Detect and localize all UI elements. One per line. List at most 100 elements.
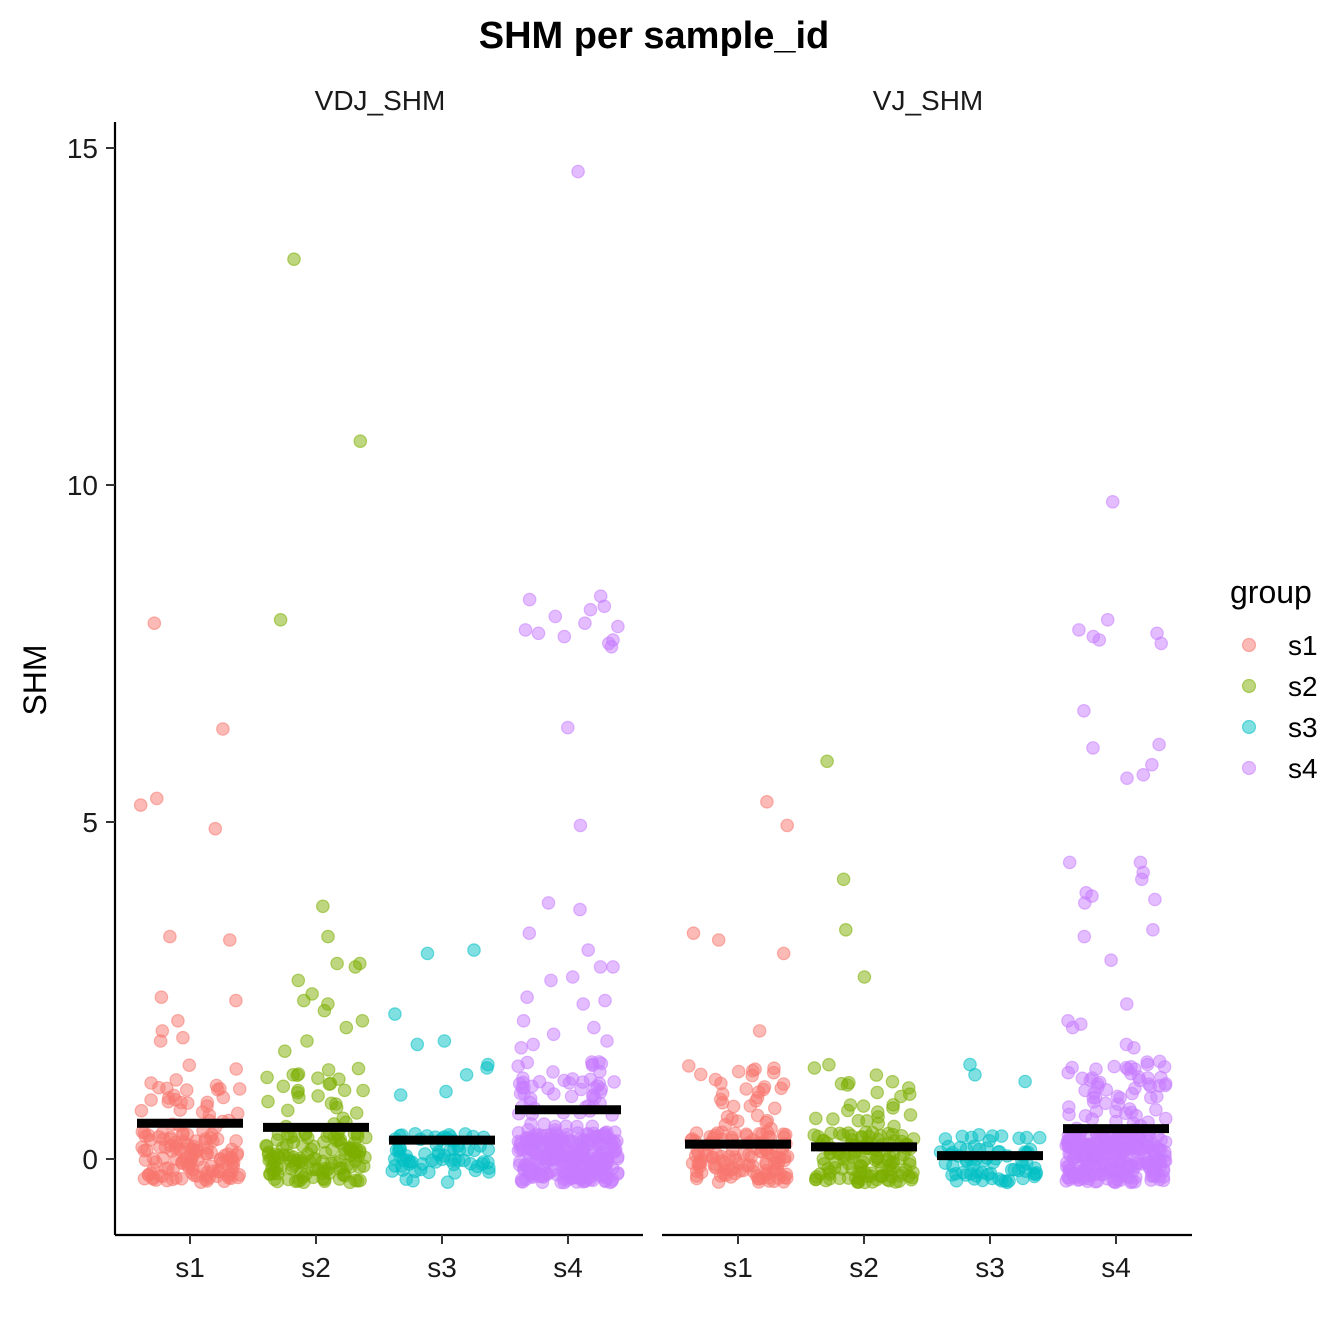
data-point (467, 943, 481, 957)
data-point (168, 1135, 183, 1150)
data-point (587, 1020, 601, 1035)
data-point (776, 1077, 791, 1091)
data-point (759, 1166, 773, 1181)
data-point (610, 1149, 625, 1164)
legend-key-s2 (1241, 678, 1257, 694)
data-point (169, 1073, 183, 1087)
data-point (1119, 1148, 1133, 1163)
data-point (152, 1080, 166, 1095)
data-point (1136, 767, 1151, 782)
data-point (854, 1130, 869, 1144)
data-point (526, 1037, 540, 1052)
data-point (459, 1068, 474, 1082)
data-point (585, 1119, 600, 1134)
data-point (578, 616, 592, 630)
data-point (718, 1117, 733, 1132)
data-point (291, 1083, 305, 1098)
data-point (161, 1091, 176, 1105)
data-point (1089, 1062, 1103, 1076)
data-point (230, 1106, 245, 1121)
facet-panels: VDJ_SHM s1 s2 s3 s4 VJ_SHM s1 s2 s3 s4 0 5 10 15 (67, 85, 1192, 1283)
data-point (204, 1145, 218, 1160)
data-point (352, 1160, 367, 1175)
data-point (440, 1175, 455, 1189)
data-point (288, 1174, 303, 1189)
data-point (858, 1152, 872, 1167)
data-point (311, 1071, 325, 1085)
data-point (315, 899, 330, 914)
data-point (551, 1143, 565, 1157)
data-point (531, 626, 546, 641)
data-point (767, 1061, 781, 1075)
data-point (178, 1151, 192, 1165)
data-point (1140, 1153, 1155, 1168)
data-point (286, 1150, 301, 1164)
data-point (772, 1150, 787, 1165)
data-point (565, 970, 580, 984)
data-point (134, 1103, 149, 1118)
data-point (840, 1103, 855, 1118)
data-point (337, 1083, 352, 1098)
data-point (520, 990, 534, 1004)
data-point (351, 1061, 366, 1076)
data-point (745, 1063, 760, 1078)
legend-label-s3: s3 (1288, 712, 1318, 743)
data-point (1110, 1089, 1125, 1104)
data-point (752, 1024, 767, 1038)
data-point (841, 1126, 856, 1140)
data-point (1127, 1041, 1141, 1055)
data-point (317, 1003, 332, 1018)
data-point (864, 1169, 878, 1183)
data-point (593, 960, 608, 974)
data-point (1108, 1175, 1123, 1190)
data-point (1061, 1065, 1075, 1080)
data-point (541, 896, 556, 910)
data-point (597, 1127, 612, 1141)
data-point (169, 1171, 183, 1185)
data-point (1088, 1175, 1102, 1189)
data-point (260, 1070, 274, 1085)
data-point (564, 1089, 579, 1104)
data-point (767, 1101, 782, 1116)
data-point (266, 1150, 281, 1164)
data-point (807, 1061, 822, 1075)
data-point (1129, 1108, 1143, 1123)
data-point (399, 1149, 414, 1163)
data-point (808, 1172, 823, 1187)
data-point (1146, 1142, 1160, 1157)
data-point (826, 1112, 840, 1126)
data-point (1156, 1173, 1171, 1188)
data-point (1007, 1162, 1021, 1177)
data-point (1122, 1170, 1136, 1185)
data-point (344, 1148, 358, 1163)
data-point (736, 1163, 750, 1178)
data-point (522, 1163, 536, 1177)
data-point (266, 1166, 281, 1181)
data-point (259, 1138, 273, 1153)
data-point (598, 993, 612, 1008)
data-point (776, 1175, 791, 1189)
data-point (556, 1159, 570, 1174)
data-point (321, 929, 335, 944)
data-point (1157, 1060, 1172, 1074)
data-point (182, 1058, 197, 1072)
data-point (480, 1061, 494, 1075)
data-point (1032, 1130, 1047, 1145)
data-point (513, 1154, 527, 1169)
data-point (851, 1113, 866, 1128)
data-point (1078, 1083, 1092, 1098)
data-point (300, 1034, 314, 1048)
data-point (348, 960, 363, 974)
data-point (945, 1168, 959, 1182)
data-point (607, 1075, 621, 1089)
data-point (681, 1059, 696, 1073)
data-point (334, 1161, 349, 1175)
data-point (277, 1044, 292, 1058)
points (133, 164, 625, 1190)
data-point (428, 1155, 443, 1169)
data-point (276, 1079, 291, 1094)
data-point (179, 1083, 194, 1097)
data-point (138, 1129, 153, 1144)
data-point (903, 1108, 918, 1122)
data-point (393, 1088, 408, 1102)
